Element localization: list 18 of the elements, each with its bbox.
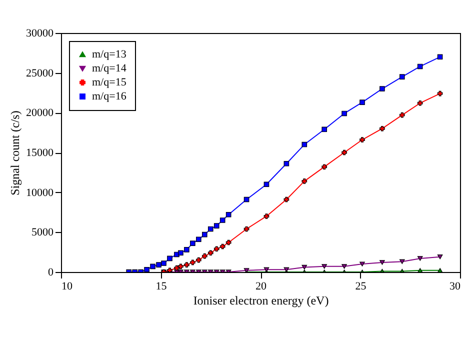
y-tick-label: 15000	[26, 147, 54, 159]
x-tick-label: 10	[62, 280, 73, 292]
x-tick-label: 30	[450, 280, 461, 292]
y-tick-label: 25000	[26, 67, 54, 80]
y-axis-title: Signal count (c/s)	[8, 110, 22, 196]
y-tick-label: 30000	[26, 28, 54, 40]
legend-label: m/q=16	[92, 90, 127, 102]
x-tick-label: 25	[355, 280, 367, 292]
y-tick-label: 5000	[32, 226, 54, 239]
y-tick-label: 10000	[26, 186, 54, 199]
y-tick-label: 20000	[26, 107, 54, 120]
x-tick-label: 20	[256, 280, 267, 292]
legend-label: m/q=13	[92, 48, 127, 60]
x-tick-label: 15	[156, 280, 168, 292]
x-axis-title: Ioniser electron energy (eV)	[193, 294, 329, 308]
legend-label: m/q=14	[92, 62, 127, 74]
legend-label: m/q=15	[92, 76, 127, 88]
y-tick-label: 0	[48, 266, 54, 278]
